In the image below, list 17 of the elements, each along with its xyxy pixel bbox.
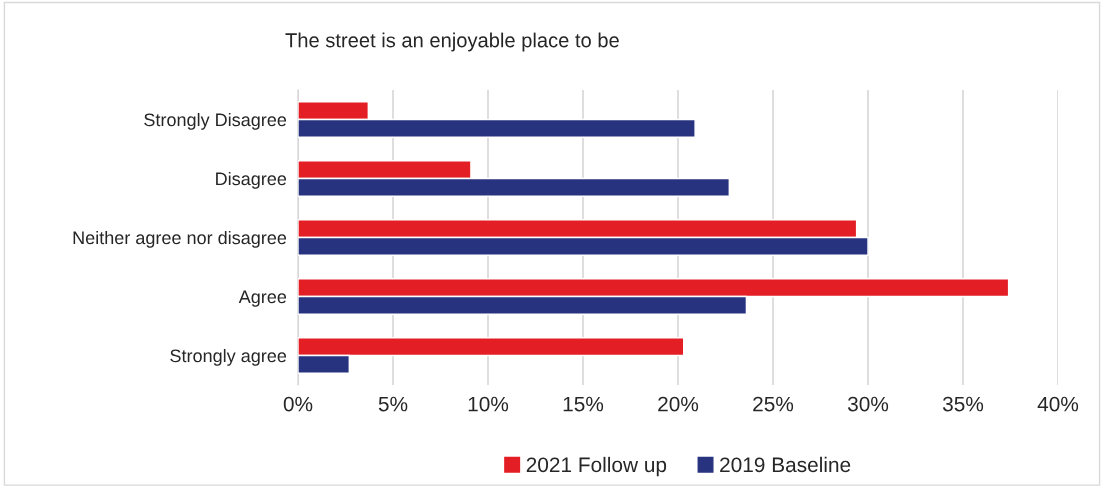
- x-tick-label: 30%: [847, 396, 889, 412]
- legend-label: 2019 Baseline: [720, 456, 851, 473]
- y-tick-label: Strongly Disagree: [144, 112, 287, 130]
- x-tick-label: 25%: [753, 396, 794, 412]
- x-tick-label: 15%: [563, 396, 604, 412]
- x-tick-label: 10%: [468, 396, 509, 412]
- y-tick-label: Disagree: [216, 171, 287, 189]
- y-tick-label: Strongly agree: [170, 348, 287, 366]
- y-tick-label: Neither agree nor disagree: [73, 230, 287, 248]
- chart-title: The street is an enjoyable place to be: [285, 32, 619, 52]
- x-tick-label: 35%: [942, 396, 984, 412]
- x-tick-label: 40%: [1037, 396, 1079, 412]
- x-tick-label: 20%: [658, 396, 699, 412]
- legend-label: 2021 Follow up: [526, 456, 667, 477]
- x-tick-label: 0%: [283, 396, 313, 412]
- x-tick-label: 5%: [378, 396, 408, 412]
- y-tick-label: Agree: [238, 290, 287, 307]
